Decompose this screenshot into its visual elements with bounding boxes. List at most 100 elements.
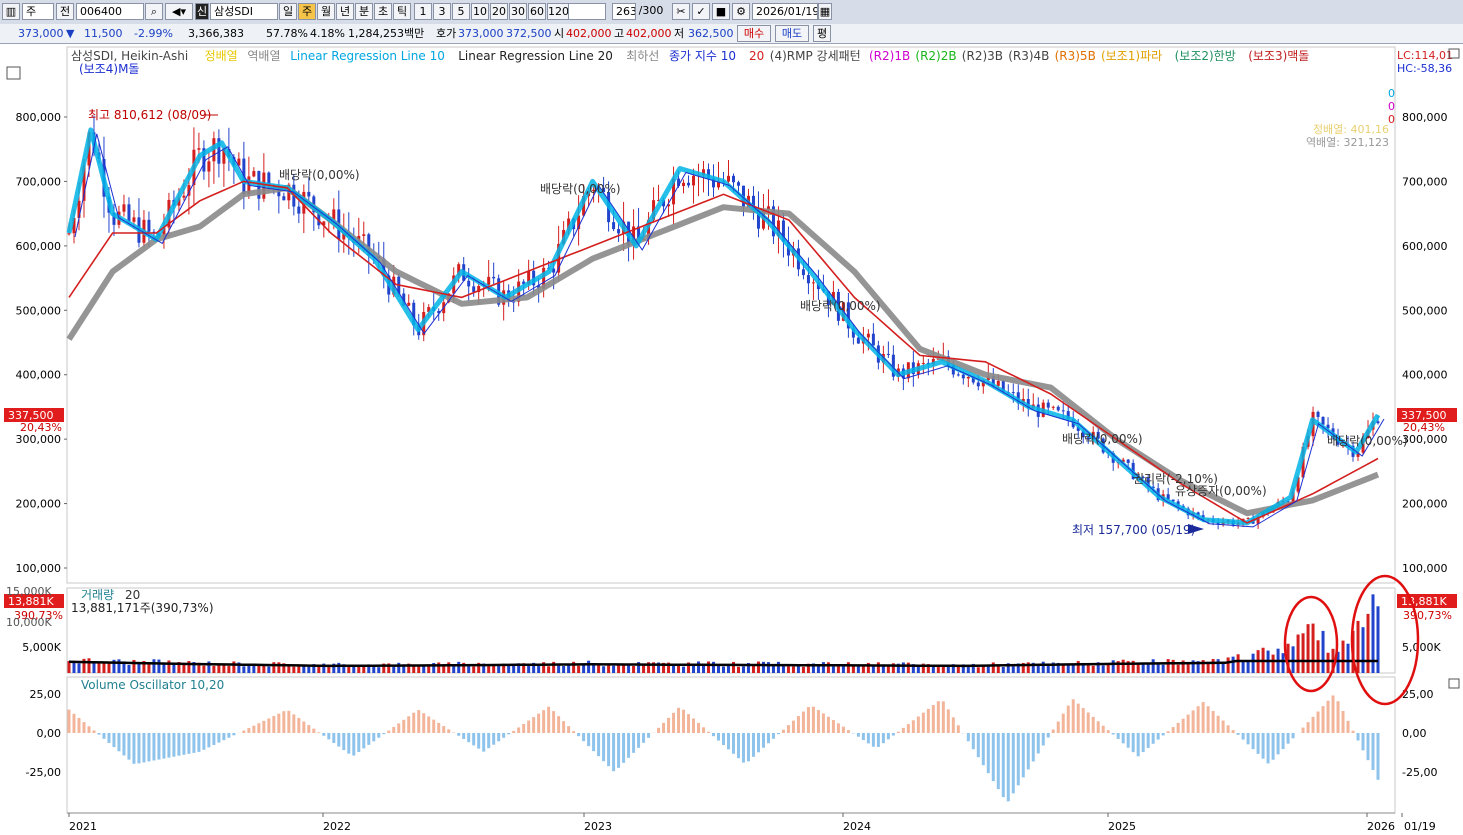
interval-5[interactable]: 5 xyxy=(452,3,470,20)
candle-body-48 xyxy=(307,191,311,197)
volume-panel-frame xyxy=(66,587,1396,674)
period-2[interactable]: 월 xyxy=(317,3,335,20)
price-badge-right-bg xyxy=(1397,408,1457,422)
x-label-5: 2026 xyxy=(1367,820,1395,833)
vol-bar-25 xyxy=(192,662,196,673)
period-5[interactable]: 초 xyxy=(374,3,392,20)
candle-body-200 xyxy=(1066,411,1070,420)
credit-badge: 신 xyxy=(195,3,209,20)
osc-bar-211 xyxy=(1121,733,1125,744)
interval-60[interactable]: 60 xyxy=(528,3,546,20)
vol-bar-205 xyxy=(1091,665,1095,673)
vol-bar-130 xyxy=(717,665,721,673)
legend-item-1: 정배열 xyxy=(205,49,238,63)
high-annotation: 최고 810,612 (08/09) xyxy=(88,108,211,122)
vol-bar-53 xyxy=(332,663,336,673)
sell-button[interactable]: 매도 xyxy=(775,25,809,42)
candle-body-78 xyxy=(457,264,461,276)
gear-icon[interactable]: ⚙ xyxy=(732,3,750,20)
tool-icon[interactable]: ✂ xyxy=(672,3,690,20)
market-select[interactable]: 주 xyxy=(22,3,54,20)
avg-button[interactable]: 평 xyxy=(813,25,831,42)
osc-bar-46 xyxy=(297,717,301,733)
chart-type-icon[interactable]: ▥ xyxy=(2,3,20,20)
candle-body-109 xyxy=(612,222,616,230)
interval-20[interactable]: 20 xyxy=(490,3,508,20)
vol-ratio: 57.78% xyxy=(266,27,308,40)
candle-body-182 xyxy=(976,382,980,387)
osc-bar-230 xyxy=(1216,715,1220,733)
candle-body-50 xyxy=(317,212,321,226)
osc-bar-109 xyxy=(612,733,616,772)
speaker-icon[interactable]: ◀▾ xyxy=(165,3,193,20)
interval-input[interactable] xyxy=(568,3,606,20)
osc-bar-184 xyxy=(986,733,990,774)
vol-bar-261 xyxy=(1371,594,1375,673)
osc-bar-43 xyxy=(282,711,286,733)
candle-body-189 xyxy=(1011,392,1015,394)
period-4[interactable]: 분 xyxy=(355,3,373,20)
vol-bar-43 xyxy=(282,663,286,673)
vol-ten-label: 10,000K xyxy=(6,616,52,629)
date-input[interactable]: 2026/01/19 xyxy=(752,3,818,20)
period-6[interactable]: 틱 xyxy=(393,3,411,20)
search-icon[interactable]: ⌕ xyxy=(145,3,163,20)
vol-bar-214 xyxy=(1136,662,1140,673)
period-3[interactable]: 년 xyxy=(336,3,354,20)
vol-bar-61 xyxy=(372,665,376,673)
price-badge-left: 337,500 xyxy=(8,409,54,422)
candle-body-59 xyxy=(362,234,366,236)
period-0[interactable]: 일 xyxy=(279,3,297,20)
osc-bar-177 xyxy=(951,717,955,733)
yeok-label: 역배열: 321,123 xyxy=(1306,136,1389,149)
vol-bar-70 xyxy=(417,666,421,673)
vol-bar-16 xyxy=(147,662,151,673)
osc-bar-156 xyxy=(846,730,850,733)
vol-bar-143 xyxy=(781,664,785,673)
count-input[interactable]: 263 xyxy=(612,3,636,20)
stock-name[interactable]: 삼성SDI xyxy=(210,3,278,20)
osc-bar-61 xyxy=(372,733,376,742)
vol-bar-81 xyxy=(472,666,476,673)
vol-badge-bg xyxy=(4,594,64,608)
save-icon[interactable]: ■ xyxy=(712,3,730,20)
legend-item-11: (R2)3B xyxy=(962,49,1003,63)
vol-bar-71 xyxy=(422,666,426,673)
vol-bar-32 xyxy=(227,665,231,673)
osc-bar-146 xyxy=(796,716,800,733)
osc-bar-210 xyxy=(1116,733,1120,739)
y-tick-right-700000: 700,000 xyxy=(1402,175,1448,188)
candle-body-132 xyxy=(726,175,730,182)
vol-bar-100 xyxy=(567,664,571,673)
interval-30[interactable]: 30 xyxy=(509,3,527,20)
vol-bar-197 xyxy=(1051,662,1055,673)
period-1[interactable]: 주 xyxy=(298,3,316,20)
buy-button[interactable]: 매수 xyxy=(737,25,771,42)
candle-body-1 xyxy=(72,218,76,234)
osc-bar-194 xyxy=(1036,733,1040,754)
vol-bar-41 xyxy=(272,662,276,673)
vol-bar-163 xyxy=(881,664,885,673)
interval-120[interactable]: 120 xyxy=(547,3,569,20)
candle-body-215 xyxy=(1141,476,1145,478)
osc-bar-83 xyxy=(482,733,486,752)
candle-body-105 xyxy=(592,189,596,192)
check-icon[interactable]: ✓ xyxy=(692,3,710,20)
type-button[interactable]: 전 xyxy=(56,3,74,20)
osc-bar-132 xyxy=(726,733,730,750)
vol-bar-37 xyxy=(252,665,256,673)
code-input[interactable]: 006400 xyxy=(76,3,144,20)
legend-item-14: (보조1)파라 xyxy=(1101,49,1162,63)
calendar-icon[interactable]: ▦ xyxy=(818,3,832,20)
interval-10[interactable]: 10 xyxy=(471,3,489,20)
vol-bar-200 xyxy=(1066,664,1070,673)
vol-bar-169 xyxy=(911,664,915,673)
candle-body-158 xyxy=(856,337,860,344)
low: 362,500 xyxy=(688,27,734,40)
vol-bar-38 xyxy=(257,665,261,673)
vol-bar-51 xyxy=(322,663,326,673)
interval-1[interactable]: 1 xyxy=(414,3,432,20)
osc-bar-247 xyxy=(1301,727,1305,733)
interval-3[interactable]: 3 xyxy=(433,3,451,20)
vol-bar-198 xyxy=(1056,662,1060,673)
